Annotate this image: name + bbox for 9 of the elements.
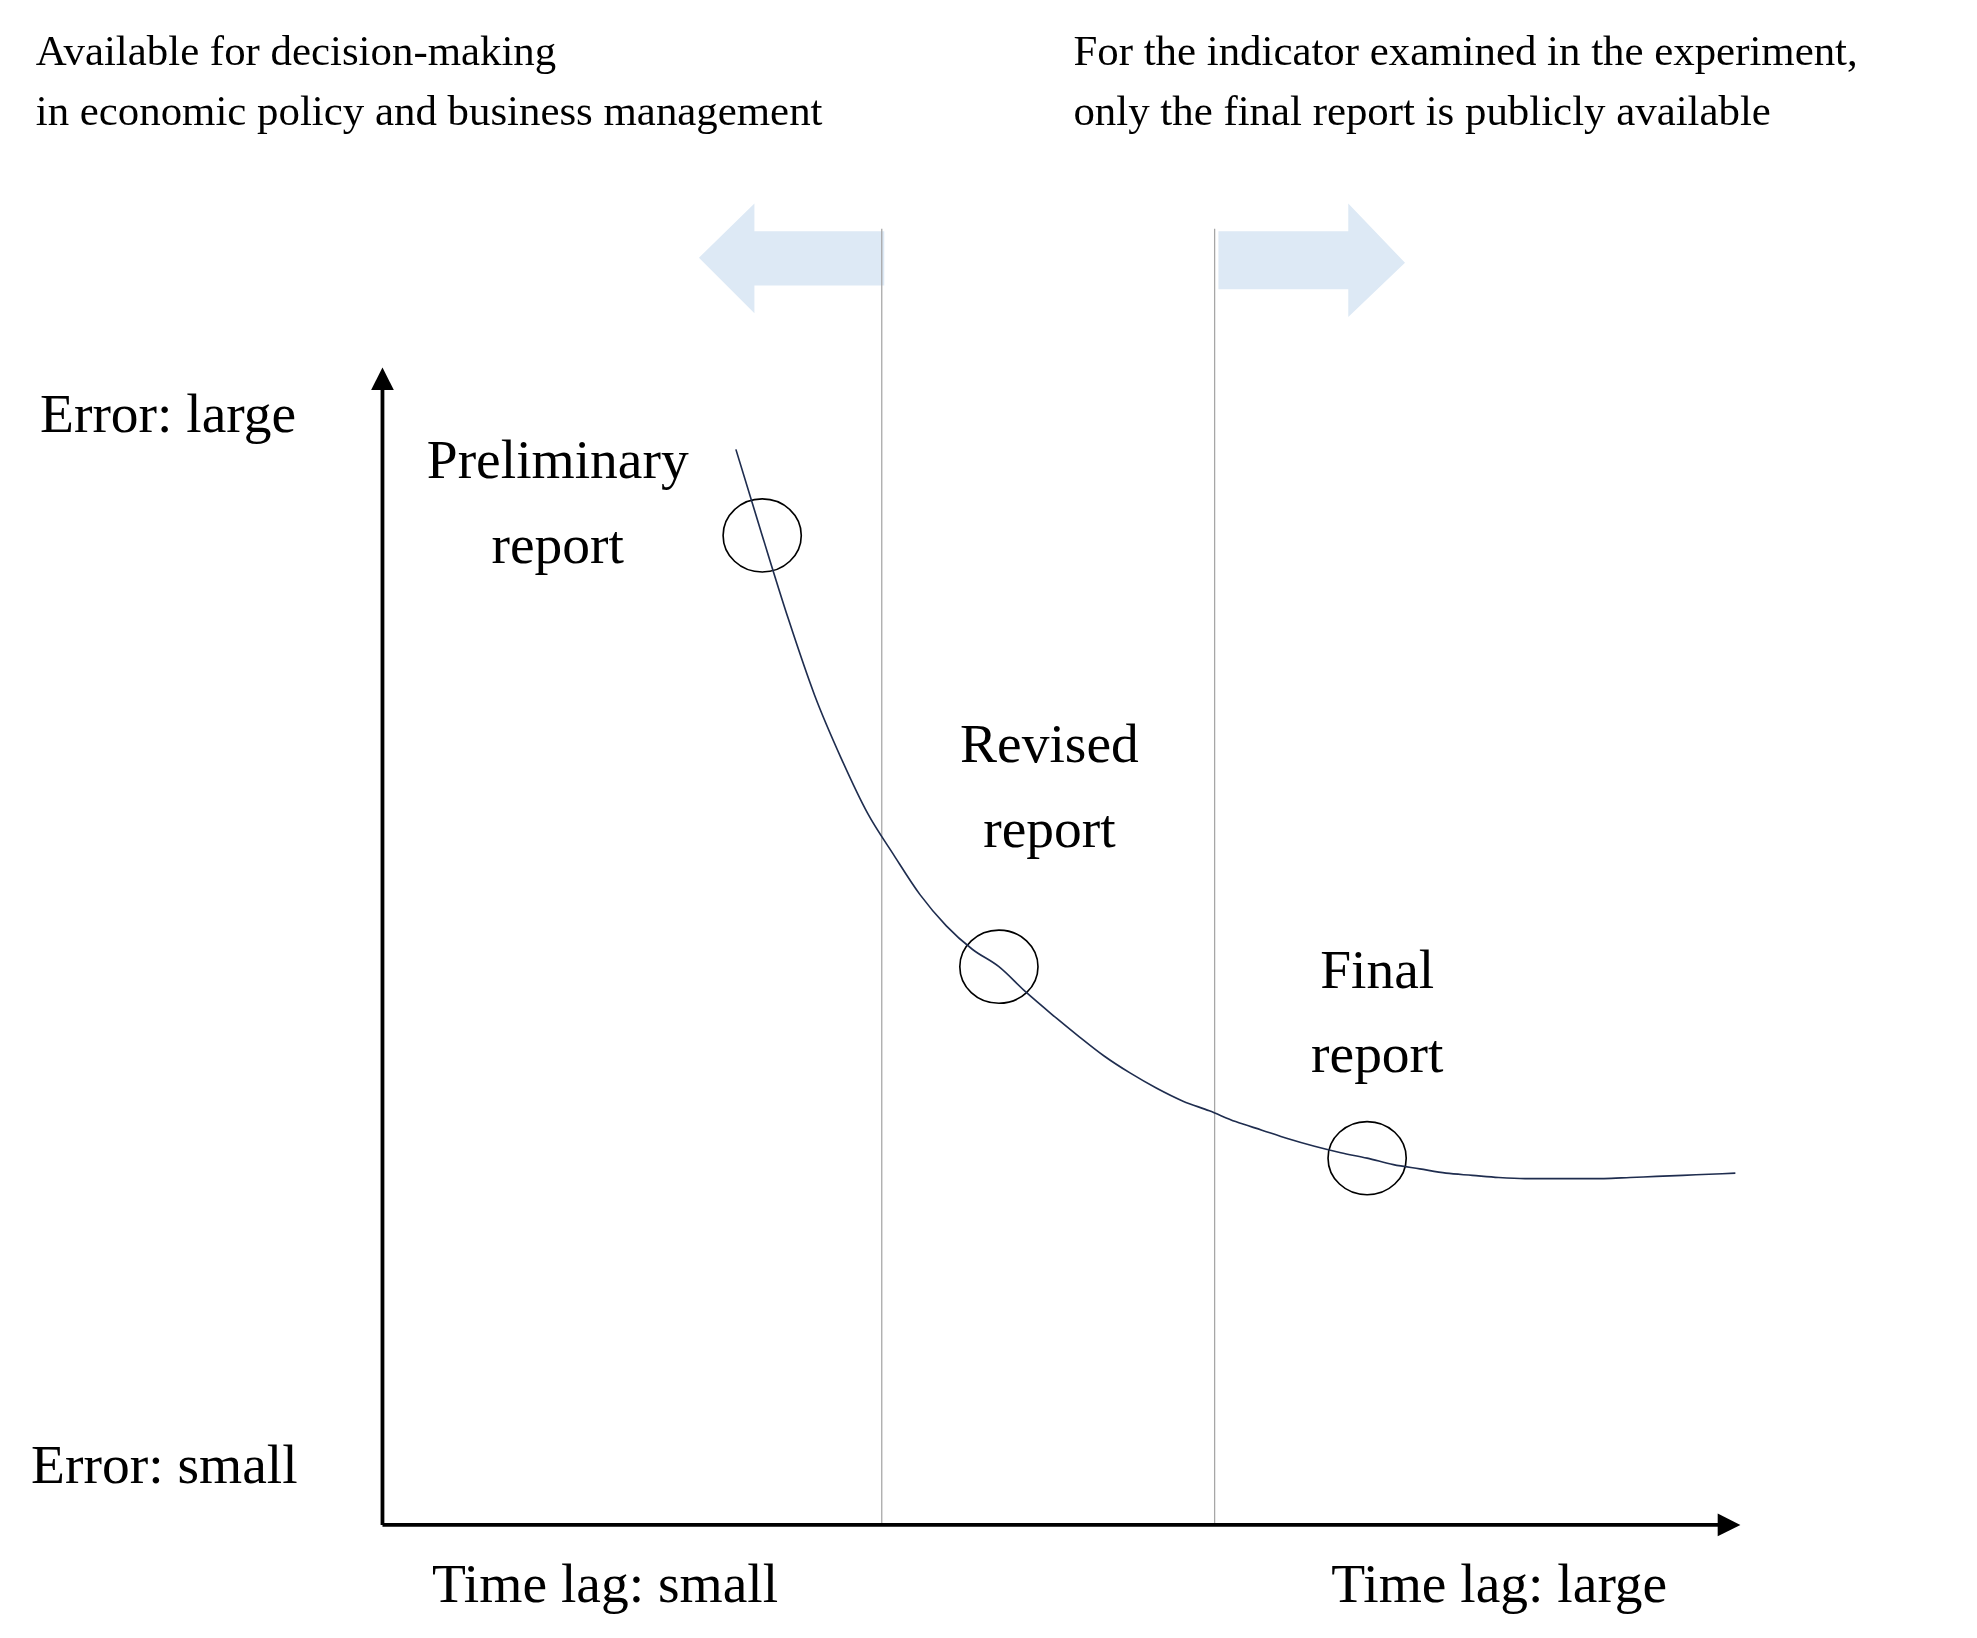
annotation: Revised report [960, 713, 1140, 859]
annotation: Final report [1311, 938, 1445, 1085]
text: Available for decision-making in economic policy and business management [35, 26, 823, 135]
text: Error: small [31, 1434, 298, 1496]
text: Error: large [40, 382, 297, 444]
x-tick-label: Time lag: small [431, 1553, 779, 1615]
x-tick-label: Time lag: large [1331, 1553, 1668, 1615]
text: For the indicator examined in the experiment, only the final report is publicly available [1073, 26, 1858, 135]
annotation: Preliminary report [426, 429, 689, 575]
